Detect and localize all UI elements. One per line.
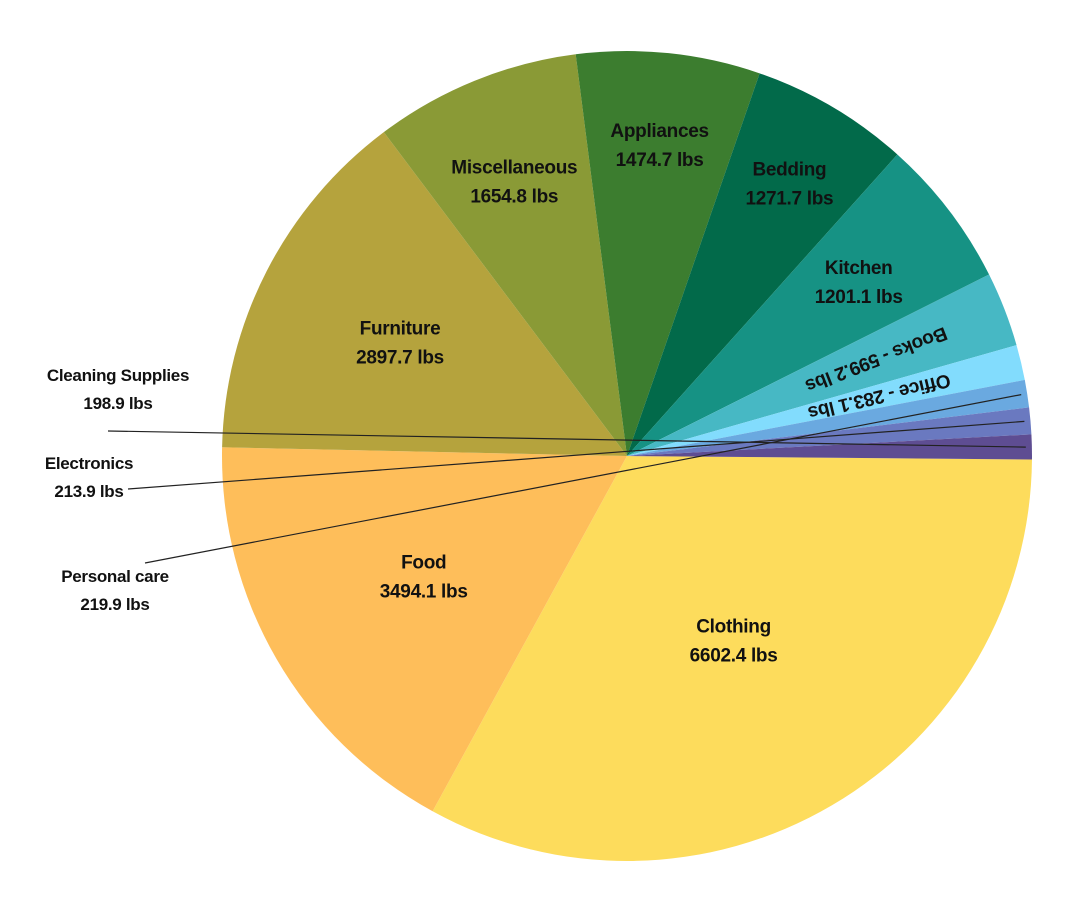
slice-personal-care <box>627 379 1030 456</box>
slice-label-bedding: Bedding 1271.7 lbs <box>745 159 833 209</box>
slice-label-food: Food 3494.1 lbs <box>380 553 468 603</box>
slice-kitchen <box>627 154 990 456</box>
slice-books <box>627 274 1017 456</box>
slice-furniture <box>222 132 627 456</box>
slice-label-miscellaneous: Miscellaneous 1654.8 lbs <box>451 157 577 207</box>
slice-food <box>221 447 627 812</box>
slice-label-kitchen: Kitchen 1201.1 lbs <box>815 258 903 308</box>
slice-cleaning-supplies <box>627 434 1032 460</box>
outside-label-electronics: Electronics 213.9 lbs <box>45 454 133 501</box>
slice-miscellaneous <box>383 54 627 456</box>
slice-label-appliances: Appliances 1474.7 lbs <box>610 121 708 171</box>
slice-bedding <box>627 73 898 456</box>
leader-line-electronics <box>127 420 1025 490</box>
leader-line-personal-care <box>144 394 1022 564</box>
slice-clothing <box>432 456 1032 861</box>
slice-appliances <box>575 50 760 456</box>
slice-office <box>627 345 1025 456</box>
leader-line-cleaning-supplies <box>107 430 1026 448</box>
slice-label-clothing: Clothing 6602.4 lbs <box>690 617 778 667</box>
leader-lines <box>107 394 1026 564</box>
outside-label-cleaning-supplies: Cleaning Supplies 198.9 lbs <box>47 366 189 413</box>
slice-label-furniture: Furniture 2897.7 lbs <box>356 319 444 369</box>
outside-label-personal-care: Personal care 219.9 lbs <box>61 567 169 614</box>
pie-slices <box>221 50 1032 861</box>
